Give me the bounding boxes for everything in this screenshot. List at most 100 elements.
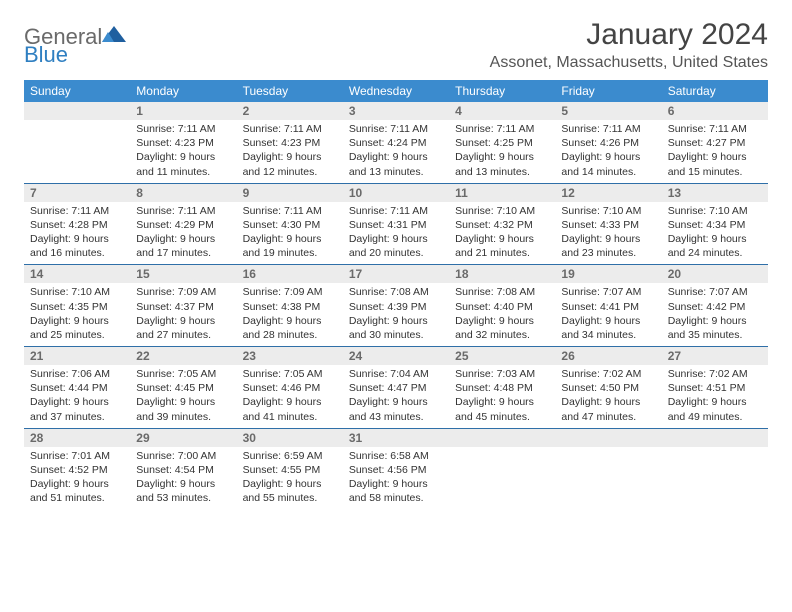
day-detail-line: Sunrise: 7:03 AM	[455, 367, 549, 381]
day-number: 22	[130, 347, 236, 365]
day-number	[449, 429, 555, 447]
day-detail-line: Sunrise: 6:59 AM	[243, 449, 337, 463]
logo: General Blue	[24, 18, 126, 66]
day-detail-line: and 25 minutes.	[30, 328, 124, 342]
weekday-label: Friday	[555, 80, 661, 102]
day-detail-line: and 11 minutes.	[136, 165, 230, 179]
day-detail-line: Sunrise: 7:00 AM	[136, 449, 230, 463]
day-cell: 23Sunrise: 7:05 AMSunset: 4:46 PMDayligh…	[237, 347, 343, 428]
day-detail-line: Sunset: 4:27 PM	[668, 136, 762, 150]
day-detail-line: Sunset: 4:23 PM	[243, 136, 337, 150]
title-block: January 2024 Assonet, Massachusetts, Uni…	[490, 18, 768, 72]
day-detail-line: Sunrise: 7:11 AM	[349, 204, 443, 218]
day-details: Sunrise: 7:02 AMSunset: 4:51 PMDaylight:…	[662, 365, 768, 424]
day-cell	[555, 429, 661, 510]
day-detail-line: and 30 minutes.	[349, 328, 443, 342]
day-detail-line: Sunrise: 7:10 AM	[668, 204, 762, 218]
day-cell: 25Sunrise: 7:03 AMSunset: 4:48 PMDayligh…	[449, 347, 555, 428]
logo-triangle-icon	[102, 24, 126, 44]
day-detail-line: Sunrise: 7:05 AM	[243, 367, 337, 381]
day-details: Sunrise: 7:05 AMSunset: 4:45 PMDaylight:…	[130, 365, 236, 424]
day-number: 30	[237, 429, 343, 447]
day-detail-line: Daylight: 9 hours	[668, 395, 762, 409]
day-number: 16	[237, 265, 343, 283]
day-detail-line: and 21 minutes.	[455, 246, 549, 260]
day-number: 7	[24, 184, 130, 202]
week-row: 21Sunrise: 7:06 AMSunset: 4:44 PMDayligh…	[24, 347, 768, 429]
day-detail-line: and 15 minutes.	[668, 165, 762, 179]
week-row: 7Sunrise: 7:11 AMSunset: 4:28 PMDaylight…	[24, 184, 768, 266]
month-title: January 2024	[490, 18, 768, 52]
day-detail-line: Sunrise: 6:58 AM	[349, 449, 443, 463]
day-detail-line: Daylight: 9 hours	[349, 314, 443, 328]
day-number: 15	[130, 265, 236, 283]
day-detail-line: Sunset: 4:24 PM	[349, 136, 443, 150]
day-detail-line: Daylight: 9 hours	[349, 150, 443, 164]
weekday-label: Thursday	[449, 80, 555, 102]
day-detail-line: Sunrise: 7:11 AM	[243, 204, 337, 218]
day-detail-line: and 16 minutes.	[30, 246, 124, 260]
day-number: 12	[555, 184, 661, 202]
day-detail-line: Daylight: 9 hours	[668, 150, 762, 164]
day-detail-line: Sunset: 4:52 PM	[30, 463, 124, 477]
day-detail-line: Daylight: 9 hours	[561, 150, 655, 164]
day-detail-line: Sunrise: 7:11 AM	[136, 122, 230, 136]
day-detail-line: and 43 minutes.	[349, 410, 443, 424]
day-number	[662, 429, 768, 447]
day-detail-line: and 41 minutes.	[243, 410, 337, 424]
weekday-header: SundayMondayTuesdayWednesdayThursdayFrid…	[24, 80, 768, 102]
day-detail-line: Daylight: 9 hours	[349, 395, 443, 409]
day-cell: 7Sunrise: 7:11 AMSunset: 4:28 PMDaylight…	[24, 184, 130, 265]
day-number: 3	[343, 102, 449, 120]
day-detail-line: and 32 minutes.	[455, 328, 549, 342]
day-cell: 16Sunrise: 7:09 AMSunset: 4:38 PMDayligh…	[237, 265, 343, 346]
day-detail-line: and 20 minutes.	[349, 246, 443, 260]
day-detail-line: Sunrise: 7:02 AM	[561, 367, 655, 381]
day-cell: 1Sunrise: 7:11 AMSunset: 4:23 PMDaylight…	[130, 102, 236, 183]
day-detail-line: Daylight: 9 hours	[455, 395, 549, 409]
day-detail-line: Daylight: 9 hours	[561, 232, 655, 246]
day-cell: 12Sunrise: 7:10 AMSunset: 4:33 PMDayligh…	[555, 184, 661, 265]
day-detail-line: Daylight: 9 hours	[30, 477, 124, 491]
day-details: Sunrise: 7:08 AMSunset: 4:40 PMDaylight:…	[449, 283, 555, 342]
day-cell: 30Sunrise: 6:59 AMSunset: 4:55 PMDayligh…	[237, 429, 343, 510]
day-details: Sunrise: 7:11 AMSunset: 4:31 PMDaylight:…	[343, 202, 449, 261]
day-details: Sunrise: 7:11 AMSunset: 4:25 PMDaylight:…	[449, 120, 555, 179]
day-detail-line: Daylight: 9 hours	[243, 395, 337, 409]
day-detail-line: Sunrise: 7:07 AM	[668, 285, 762, 299]
day-cell: 21Sunrise: 7:06 AMSunset: 4:44 PMDayligh…	[24, 347, 130, 428]
day-cell: 19Sunrise: 7:07 AMSunset: 4:41 PMDayligh…	[555, 265, 661, 346]
day-details: Sunrise: 7:08 AMSunset: 4:39 PMDaylight:…	[343, 283, 449, 342]
day-detail-line: Sunset: 4:54 PM	[136, 463, 230, 477]
day-detail-line: Daylight: 9 hours	[349, 477, 443, 491]
day-details: Sunrise: 7:11 AMSunset: 4:27 PMDaylight:…	[662, 120, 768, 179]
day-number: 29	[130, 429, 236, 447]
day-number: 28	[24, 429, 130, 447]
day-number: 1	[130, 102, 236, 120]
day-detail-line: Sunrise: 7:10 AM	[561, 204, 655, 218]
day-cell: 24Sunrise: 7:04 AMSunset: 4:47 PMDayligh…	[343, 347, 449, 428]
day-detail-line: Daylight: 9 hours	[561, 395, 655, 409]
day-detail-line: Daylight: 9 hours	[668, 314, 762, 328]
day-detail-line: Sunset: 4:51 PM	[668, 381, 762, 395]
day-cell: 6Sunrise: 7:11 AMSunset: 4:27 PMDaylight…	[662, 102, 768, 183]
day-cell: 15Sunrise: 7:09 AMSunset: 4:37 PMDayligh…	[130, 265, 236, 346]
day-cell: 31Sunrise: 6:58 AMSunset: 4:56 PMDayligh…	[343, 429, 449, 510]
day-detail-line: Sunset: 4:25 PM	[455, 136, 549, 150]
day-detail-line: Sunrise: 7:11 AM	[561, 122, 655, 136]
location: Assonet, Massachusetts, United States	[490, 54, 768, 72]
day-cell: 5Sunrise: 7:11 AMSunset: 4:26 PMDaylight…	[555, 102, 661, 183]
day-cell: 14Sunrise: 7:10 AMSunset: 4:35 PMDayligh…	[24, 265, 130, 346]
day-detail-line: and 45 minutes.	[455, 410, 549, 424]
day-detail-line: Sunset: 4:41 PM	[561, 300, 655, 314]
day-details: Sunrise: 7:09 AMSunset: 4:38 PMDaylight:…	[237, 283, 343, 342]
day-cell: 3Sunrise: 7:11 AMSunset: 4:24 PMDaylight…	[343, 102, 449, 183]
day-detail-line: Sunset: 4:45 PM	[136, 381, 230, 395]
day-details: Sunrise: 6:59 AMSunset: 4:55 PMDaylight:…	[237, 447, 343, 506]
day-detail-line: and 28 minutes.	[243, 328, 337, 342]
day-detail-line: Sunset: 4:35 PM	[30, 300, 124, 314]
day-detail-line: Sunset: 4:29 PM	[136, 218, 230, 232]
day-number: 17	[343, 265, 449, 283]
day-number: 6	[662, 102, 768, 120]
day-detail-line: Daylight: 9 hours	[30, 232, 124, 246]
